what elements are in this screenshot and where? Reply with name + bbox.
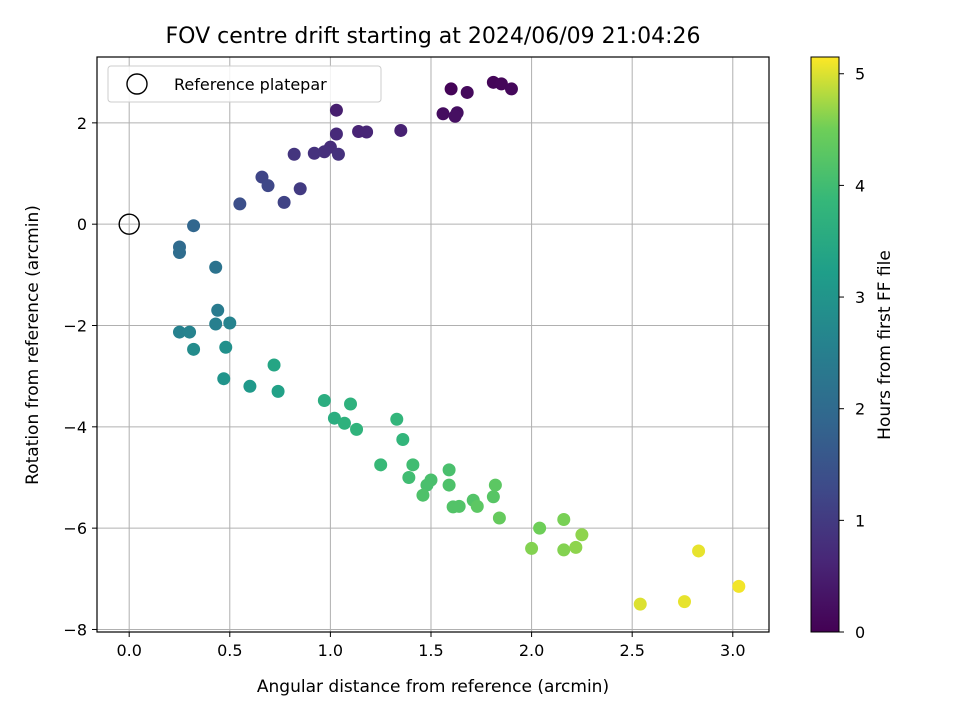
colorbar-tick-label: 0: [855, 623, 865, 642]
data-point: [442, 463, 456, 477]
data-point: [287, 147, 301, 161]
data-point: [277, 195, 291, 209]
data-point: [406, 458, 420, 472]
data-point: [211, 303, 225, 317]
y-tick-label: −2: [63, 317, 87, 336]
data-point: [557, 513, 571, 527]
data-point: [402, 470, 416, 484]
data-point: [217, 372, 231, 386]
data-point: [486, 490, 500, 504]
data-point: [172, 325, 186, 339]
data-point: [337, 416, 351, 430]
data-point: [329, 127, 343, 141]
data-point: [420, 478, 434, 492]
data-point: [470, 499, 484, 513]
data-point: [360, 125, 374, 139]
data-point: [504, 82, 518, 96]
data-point: [327, 411, 341, 425]
y-axis-ticks: −8 −6 −4 −2 0 2: [63, 114, 97, 639]
y-tick-label: −6: [63, 519, 87, 538]
colorbar-tick-label: 4: [855, 176, 865, 195]
data-point: [394, 123, 408, 137]
data-point: [209, 317, 223, 331]
data-point: [416, 488, 430, 502]
colorbar-tick-label: 2: [855, 400, 865, 419]
legend: Reference platepar: [107, 65, 382, 103]
data-point: [488, 478, 502, 492]
data-point: [223, 316, 237, 330]
colorbar-ticks: 0 1 2 3 4 5: [839, 65, 865, 642]
x-tick-label: 2.0: [519, 641, 544, 660]
data-points: [118, 75, 746, 611]
colorbar: 0 1 2 3 4 5 Hours from first FF file: [810, 56, 895, 642]
data-point: [307, 146, 321, 160]
data-point: [448, 109, 462, 123]
data-point: [444, 82, 458, 96]
data-point: [267, 358, 281, 372]
data-point: [187, 342, 201, 356]
data-point: [732, 579, 746, 593]
data-point: [494, 77, 508, 91]
data-point: [442, 478, 456, 492]
data-point: [557, 543, 571, 557]
data-point: [460, 85, 474, 99]
data-point: [390, 412, 404, 426]
colorbar-tick-label: 5: [855, 65, 865, 84]
y-tick-label: 0: [77, 215, 87, 234]
data-point: [396, 432, 410, 446]
colorbar-tick-label: 3: [855, 288, 865, 307]
data-point: [436, 107, 450, 121]
chart-title: FOV centre drift starting at 2024/06/09 …: [166, 24, 701, 49]
y-tick-label: 2: [77, 114, 87, 133]
data-point: [452, 499, 466, 513]
data-point: [633, 597, 647, 611]
y-axis-label: Rotation from reference (arcmin): [23, 205, 43, 485]
data-point: [317, 145, 331, 159]
data-point: [692, 544, 706, 558]
legend-reference-marker: [126, 73, 148, 95]
data-point: [293, 182, 307, 196]
legend-reference-label: Reference platepar: [174, 75, 327, 94]
x-tick-label: 0.5: [217, 641, 242, 660]
x-axis-ticks: 0.0 0.5 1.0 1.5 2.0 2.5 3.0: [116, 632, 746, 660]
x-axis-label: Angular distance from reference (arcmin): [257, 677, 609, 697]
data-point: [374, 458, 388, 472]
data-point: [219, 340, 233, 354]
data-point: [261, 179, 275, 193]
data-point: [533, 521, 547, 535]
data-point: [187, 219, 201, 233]
colorbar-label: Hours from first FF file: [875, 250, 895, 440]
x-tick-label: 2.5: [619, 641, 644, 660]
colorbar-gradient: [810, 56, 840, 633]
data-point: [243, 379, 257, 393]
data-point: [677, 595, 691, 609]
data-point: [331, 147, 345, 161]
data-point: [183, 325, 197, 339]
data-point: [492, 511, 506, 525]
data-point: [575, 528, 589, 542]
colorbar-tick-label: 1: [855, 511, 865, 530]
data-point: [350, 422, 364, 436]
plot-frame: [96, 56, 770, 633]
data-point: [172, 246, 186, 260]
data-point: [317, 393, 331, 407]
data-point: [271, 384, 285, 398]
x-tick-label: 3.0: [720, 641, 745, 660]
y-tick-label: −8: [63, 620, 87, 639]
data-point: [569, 540, 583, 554]
data-point: [329, 103, 343, 117]
y-tick-label: −4: [63, 418, 87, 437]
reference-point: [118, 213, 140, 235]
x-tick-label: 1.5: [418, 641, 443, 660]
data-point: [344, 397, 358, 411]
x-tick-label: 0.0: [116, 641, 141, 660]
data-point: [209, 260, 223, 274]
legend-box: [107, 65, 382, 103]
x-tick-label: 1.0: [318, 641, 343, 660]
data-point: [525, 541, 539, 555]
data-point: [233, 197, 247, 211]
